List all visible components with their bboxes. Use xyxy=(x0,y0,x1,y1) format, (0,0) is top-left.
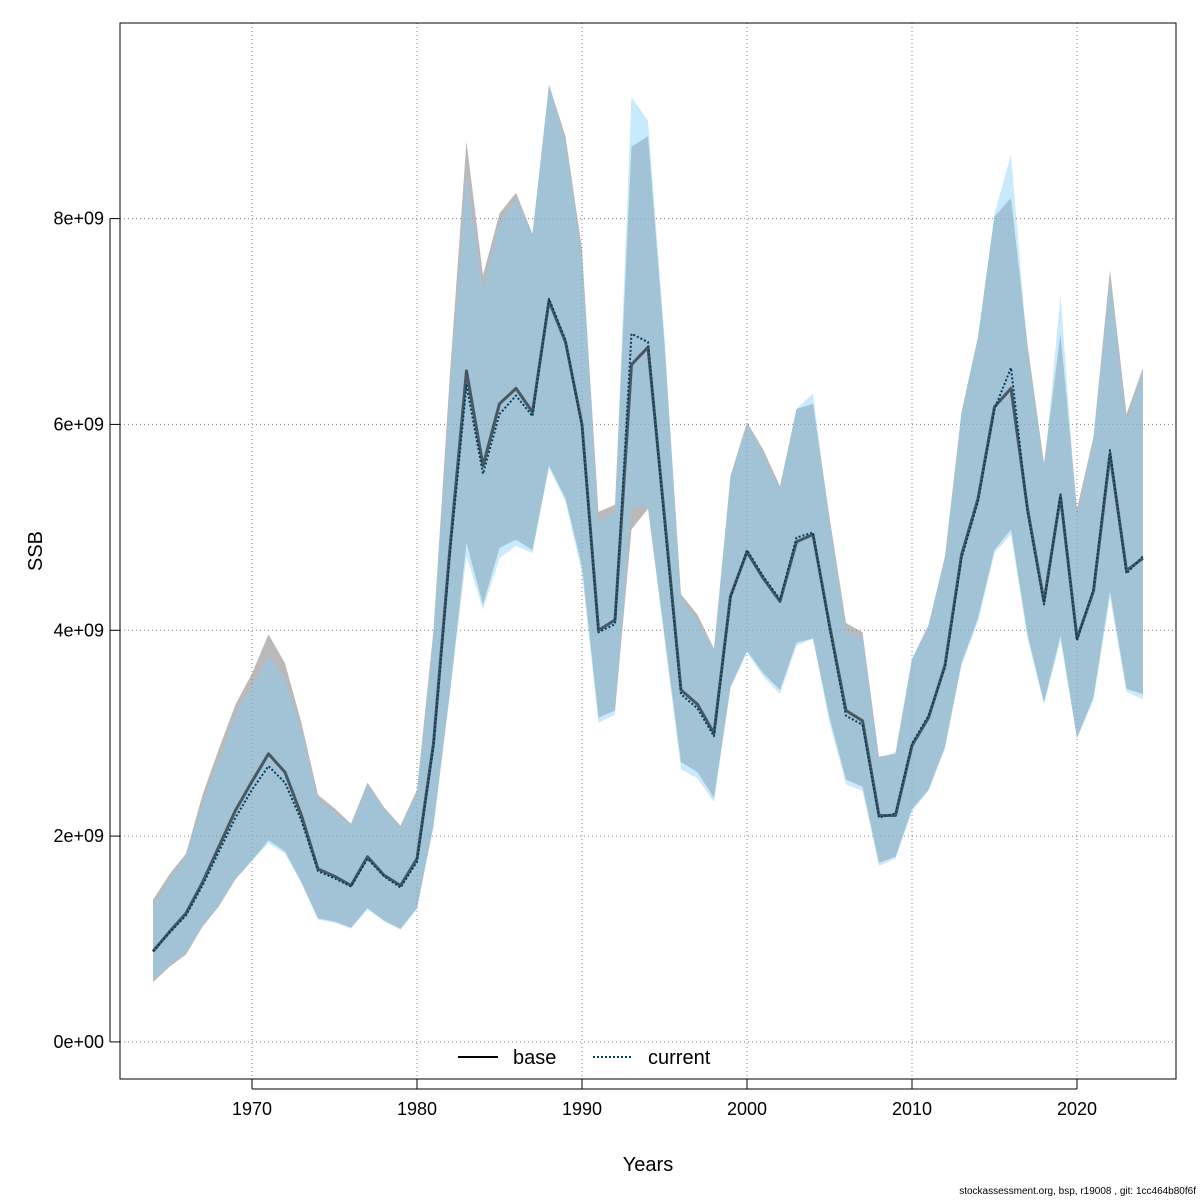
x-tick-label: 1990 xyxy=(562,1099,602,1119)
band-base xyxy=(153,84,1143,983)
legend-label-current: current xyxy=(648,1047,711,1069)
x-tick-label: 1970 xyxy=(232,1099,272,1119)
band-current xyxy=(153,84,1143,981)
y-tick-label: 0e+00 xyxy=(53,1032,104,1052)
plot-frame xyxy=(119,22,1177,1080)
x-tick-label: 2000 xyxy=(727,1099,767,1119)
x-tick-label: 2010 xyxy=(892,1099,932,1119)
y-tick-label: 4e+09 xyxy=(53,620,104,640)
series-lines xyxy=(151,297,1144,953)
legend-label-base: base xyxy=(513,1047,556,1069)
x-tick-label: 2020 xyxy=(1057,1099,1097,1119)
x-tick-label: 1980 xyxy=(397,1099,437,1119)
legend: base current xyxy=(458,1047,711,1069)
footer-credit: stockassessment.org, bsp, r19008 , git: … xyxy=(959,1186,1196,1197)
y-axis-title: SSB xyxy=(25,531,47,571)
confidence-bands xyxy=(153,84,1143,983)
y-axis: 0e+00 2e+09 4e+09 6e+09 8e+09 xyxy=(53,209,120,1052)
y-tick-label: 2e+09 xyxy=(53,826,104,846)
series-line-current xyxy=(152,297,1144,953)
y-tick-label: 6e+09 xyxy=(53,414,104,434)
x-axis: 1970 1980 1990 2000 2010 2020 xyxy=(232,1079,1097,1119)
y-tick-label: 8e+09 xyxy=(53,209,104,229)
x-axis-title: Years xyxy=(623,1154,673,1176)
